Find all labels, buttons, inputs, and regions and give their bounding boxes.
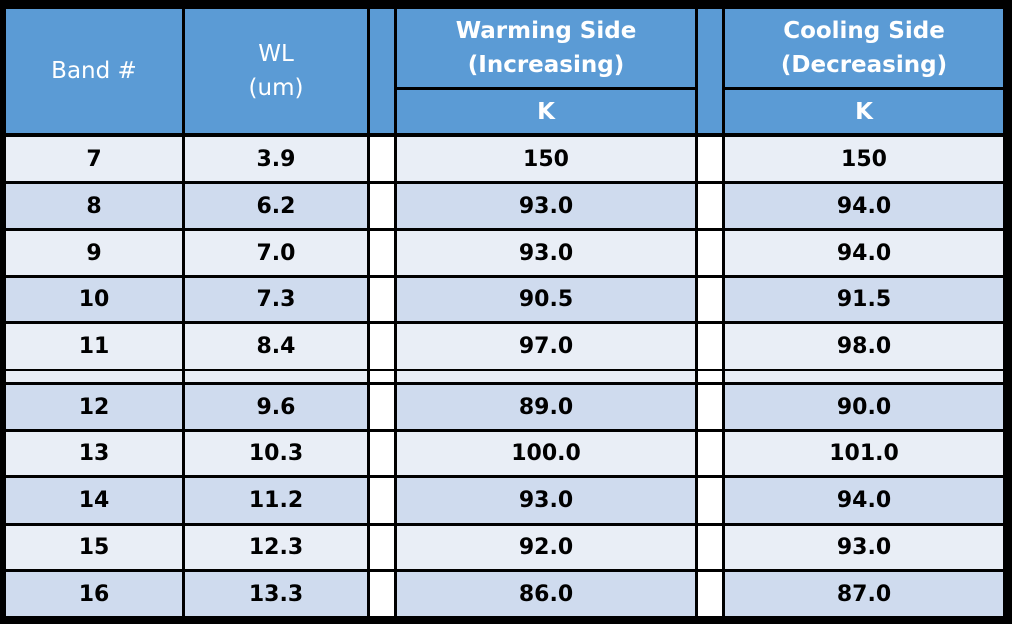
table-cell-warming: 97.0 [397, 324, 695, 369]
column-gap [370, 371, 394, 382]
column-gap [370, 385, 394, 429]
table-cell-band: 10 [6, 278, 182, 321]
column-gap [370, 231, 394, 275]
header-warming-unit: K [397, 90, 695, 133]
table-separator-row [725, 371, 1003, 382]
table-cell-warming: 150 [397, 137, 695, 181]
table-cell-band: 9 [6, 231, 182, 275]
table-cell-cooling: 101.0 [725, 432, 1003, 475]
table-cell-band: 12 [6, 385, 182, 429]
column-gap [698, 231, 722, 275]
table-cell-cooling: 94.0 [725, 231, 1003, 275]
header-wl: WL (um) [185, 9, 367, 133]
header-spacer-right [698, 9, 722, 133]
column-gap [370, 137, 394, 181]
column-gap [698, 572, 722, 616]
table-cell-warming: 93.0 [397, 231, 695, 275]
table-cell-band: 7 [6, 137, 182, 181]
table-cell-cooling: 87.0 [725, 572, 1003, 616]
column-gap [698, 478, 722, 523]
table-cell-wl: 7.3 [185, 278, 367, 321]
table-cell-warming: 93.0 [397, 478, 695, 523]
column-gap [370, 478, 394, 523]
table-cell-warming: 92.0 [397, 526, 695, 569]
table-cell-wl: 8.4 [185, 324, 367, 369]
table-cell-band: 14 [6, 478, 182, 523]
table-cell-warming: 86.0 [397, 572, 695, 616]
table-cell-wl: 10.3 [185, 432, 367, 475]
table-cell-band: 11 [6, 324, 182, 369]
table-cell-band: 15 [6, 526, 182, 569]
table-cell-cooling: 93.0 [725, 526, 1003, 569]
table-cell-wl: 13.3 [185, 572, 367, 616]
column-gap [698, 371, 722, 382]
table-cell-band: 13 [6, 432, 182, 475]
table-separator-row [185, 371, 367, 382]
column-gap [370, 324, 394, 369]
table-cell-band: 16 [6, 572, 182, 616]
table-cell-cooling: 91.5 [725, 278, 1003, 321]
column-gap [370, 526, 394, 569]
column-gap [698, 324, 722, 369]
table-cell-wl: 3.9 [185, 137, 367, 181]
table-separator-row [6, 371, 182, 382]
table-cell-cooling: 94.0 [725, 478, 1003, 523]
header-warming: Warming Side (Increasing) [397, 9, 695, 87]
table-cell-cooling: 98.0 [725, 324, 1003, 369]
column-gap [370, 432, 394, 475]
column-gap [370, 278, 394, 321]
table-separator-row [397, 371, 695, 382]
column-gap [698, 137, 722, 181]
table-cell-band: 8 [6, 184, 182, 228]
table-cell-wl: 11.2 [185, 478, 367, 523]
column-gap [370, 184, 394, 228]
table-cell-cooling: 150 [725, 137, 1003, 181]
table-cell-cooling: 90.0 [725, 385, 1003, 429]
header-spacer-left [370, 9, 394, 133]
column-gap [698, 526, 722, 569]
table-cell-warming: 90.5 [397, 278, 695, 321]
column-gap [698, 184, 722, 228]
column-gap [698, 278, 722, 321]
header-cooling-unit: K [725, 90, 1003, 133]
column-gap [370, 572, 394, 616]
table-cell-warming: 100.0 [397, 432, 695, 475]
header-band: Band # [6, 9, 182, 133]
table-cell-wl: 6.2 [185, 184, 367, 228]
table-cell-wl: 9.6 [185, 385, 367, 429]
table-cell-cooling: 94.0 [725, 184, 1003, 228]
column-gap [698, 432, 722, 475]
header-cooling: Cooling Side (Decreasing) [725, 9, 1003, 87]
table-cell-warming: 89.0 [397, 385, 695, 429]
table-cell-warming: 93.0 [397, 184, 695, 228]
table-cell-wl: 12.3 [185, 526, 367, 569]
column-gap [698, 385, 722, 429]
table-cell-wl: 7.0 [185, 231, 367, 275]
